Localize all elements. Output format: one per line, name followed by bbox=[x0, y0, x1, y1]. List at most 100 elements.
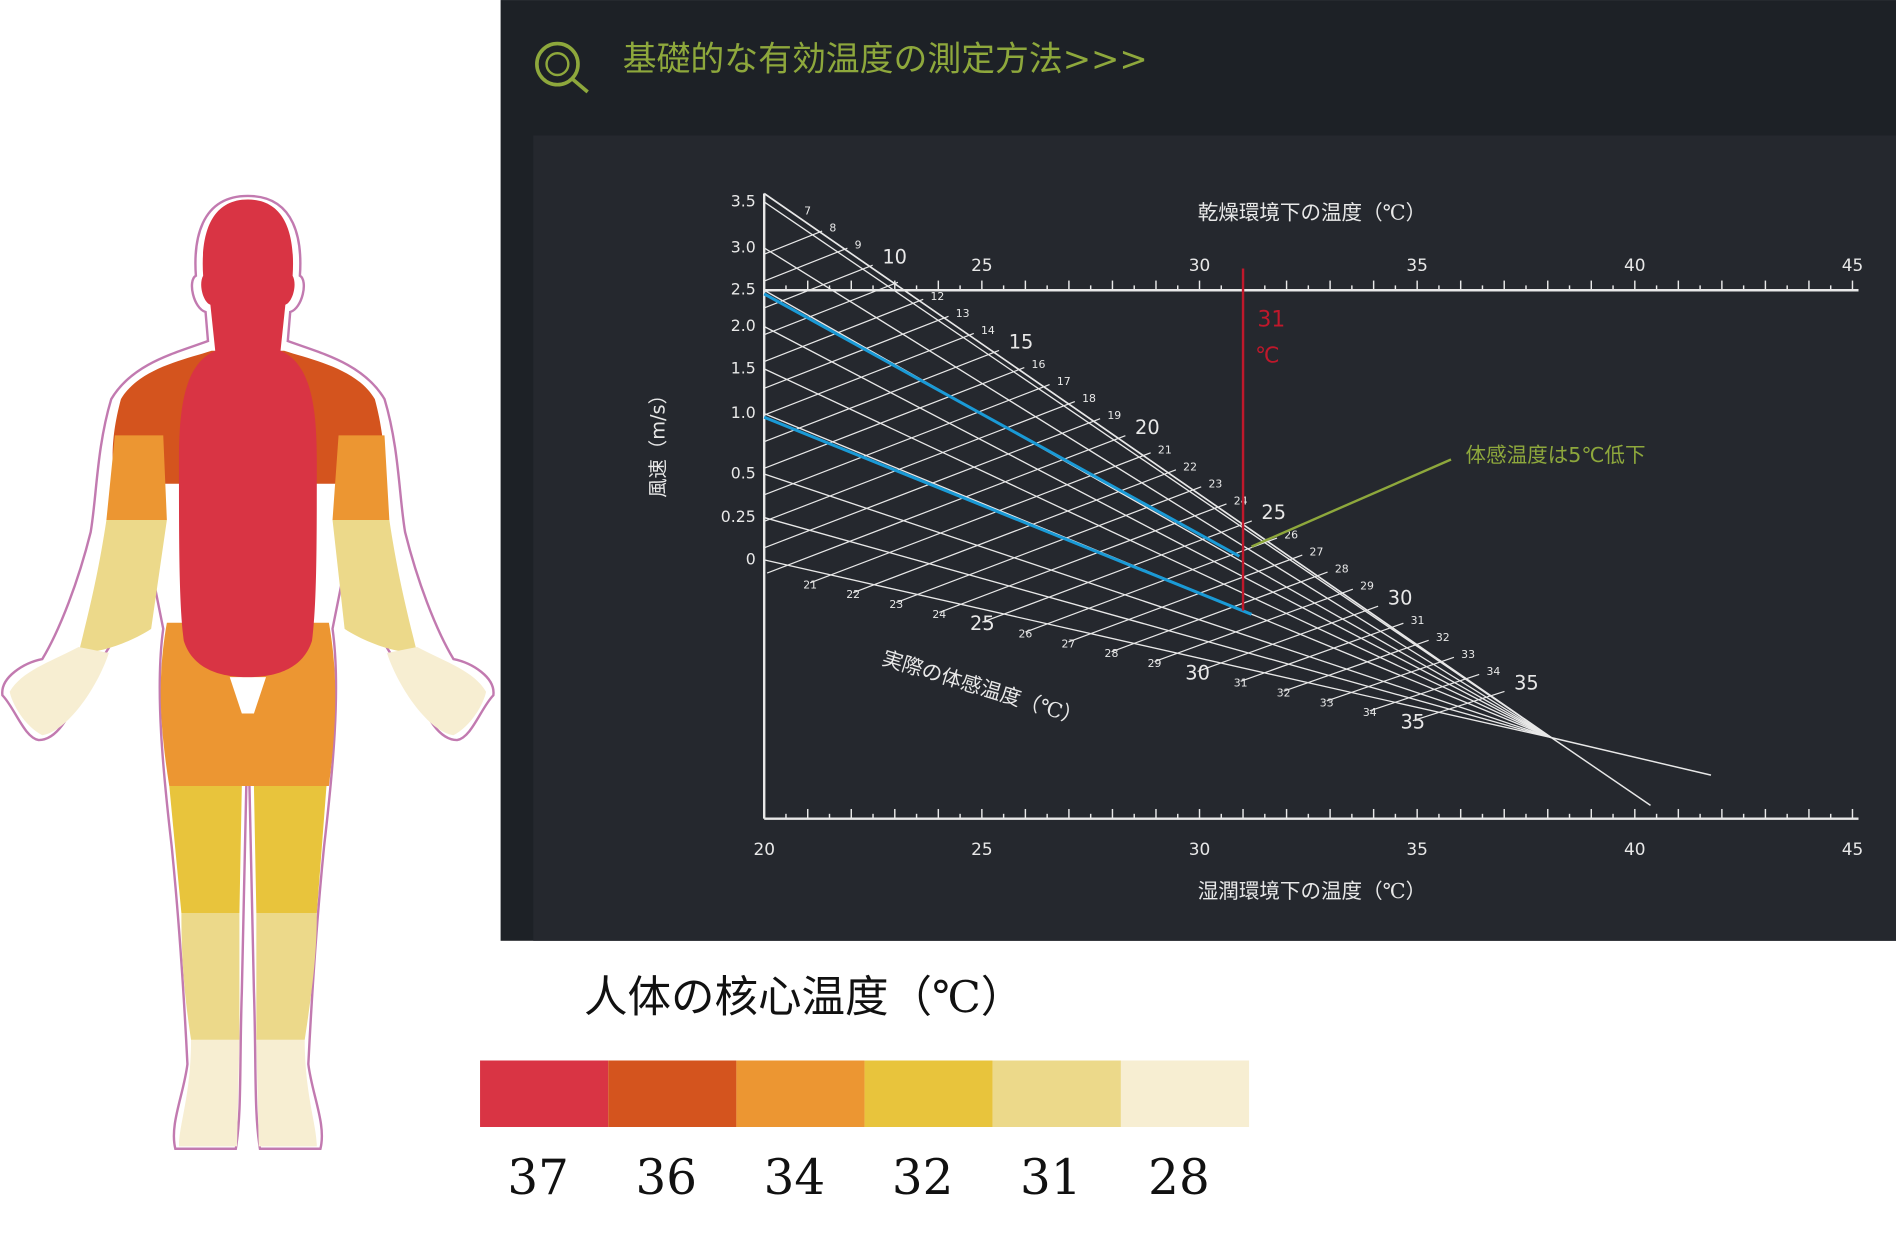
panel-title: 基礎的な有効温度の測定方法>>> bbox=[623, 40, 1148, 79]
legend-swatch bbox=[608, 1060, 737, 1127]
lower-scale-label: 31 bbox=[1234, 677, 1248, 690]
upper-scale-label: 15 bbox=[1009, 331, 1034, 354]
upper-scale-label: 17 bbox=[1057, 375, 1071, 388]
nomogram: 25 30 35 40 45 20 25 30 35 40 45 3.5 3.0 2.5 2.0 1.5 1.0… bbox=[647, 191, 1864, 902]
wind-tick-label: 0.5 bbox=[731, 464, 756, 483]
et-line bbox=[763, 383, 1050, 496]
legend: 37 36 34 32 31 28 bbox=[480, 1060, 1250, 1206]
bottom-tick-label: 20 bbox=[753, 839, 775, 859]
et-line bbox=[763, 332, 974, 416]
legend-swatch bbox=[1120, 1060, 1250, 1127]
wind-tick-label: 3.0 bbox=[731, 237, 756, 256]
chart-area bbox=[533, 135, 1896, 941]
et-line bbox=[1412, 690, 1505, 722]
upper-scale-label: 12 bbox=[930, 290, 944, 303]
legend-label: 31 bbox=[1020, 1150, 1082, 1206]
et-line bbox=[1154, 588, 1354, 663]
wind-tick-label: 3.5 bbox=[731, 191, 756, 210]
upper-scale-label: 20 bbox=[1135, 416, 1160, 439]
upper-scale-label: 21 bbox=[1158, 443, 1172, 456]
legend-label: 28 bbox=[1148, 1150, 1210, 1206]
et-line bbox=[763, 401, 1076, 522]
wind-line bbox=[764, 516, 1552, 739]
lower-scale-label: 28 bbox=[1105, 647, 1119, 660]
top-tick-label: 45 bbox=[1842, 255, 1864, 275]
et-line bbox=[1068, 554, 1303, 643]
upper-edge bbox=[763, 192, 1552, 739]
upper-scale-label: 14 bbox=[981, 324, 995, 337]
bottom-tick-label: 35 bbox=[1406, 839, 1428, 859]
lower-scale-label: 25 bbox=[970, 612, 995, 635]
lower-scale-label: 33 bbox=[1320, 696, 1334, 709]
wind-tick-label: 2.5 bbox=[731, 280, 756, 299]
bottom-tick-label: 40 bbox=[1624, 839, 1646, 859]
wind-tick-label: 1.5 bbox=[731, 358, 756, 377]
wind-line bbox=[763, 368, 1552, 739]
upper-scale-label: 34 bbox=[1486, 665, 1500, 678]
wind-tick-label: 1.0 bbox=[731, 403, 756, 422]
search-icon bbox=[535, 41, 589, 94]
legend-label: 32 bbox=[892, 1150, 954, 1206]
upper-scale-label: 16 bbox=[1032, 358, 1046, 371]
lower-scale-label: 30 bbox=[1185, 661, 1210, 684]
top-tick-label: 25 bbox=[971, 255, 993, 275]
upper-scale-label: 30 bbox=[1388, 586, 1413, 609]
et-line bbox=[1197, 605, 1379, 673]
callout-line bbox=[1251, 458, 1452, 548]
bottom-axis-label: 湿潤環境下の温度（℃） bbox=[1198, 879, 1426, 903]
upper-scale-label: 19 bbox=[1107, 409, 1121, 422]
lower-scale-label: 22 bbox=[846, 588, 860, 601]
lower-scale-label: 32 bbox=[1277, 687, 1291, 700]
wind-line bbox=[763, 201, 1552, 739]
lower-scale-label: 24 bbox=[932, 608, 946, 621]
et-line bbox=[766, 435, 1126, 574]
upper-scale-label: 10 bbox=[882, 245, 907, 268]
et-line bbox=[1283, 639, 1429, 692]
marker-value: 31 bbox=[1258, 307, 1286, 332]
bottom-tick-label: 45 bbox=[1842, 839, 1864, 859]
top-axis-label: 乾燥環境下の温度（℃） bbox=[1198, 201, 1426, 225]
upper-scale-label: 32 bbox=[1436, 631, 1450, 644]
wind-line bbox=[763, 247, 1552, 739]
legend-swatch bbox=[480, 1060, 609, 1127]
upper-scale-label: 35 bbox=[1514, 672, 1539, 695]
upper-scale-label: 25 bbox=[1261, 501, 1286, 524]
et-line bbox=[763, 349, 1000, 443]
upper-scale-label: 28 bbox=[1335, 563, 1349, 576]
upper-scale-label: 9 bbox=[855, 239, 862, 252]
legend-label: 37 bbox=[507, 1150, 569, 1206]
et-line bbox=[1111, 571, 1328, 653]
upper-scale-label: 27 bbox=[1310, 546, 1324, 559]
extension-line bbox=[1550, 737, 1651, 806]
et-line bbox=[763, 247, 848, 282]
top-tick-label: 40 bbox=[1624, 255, 1646, 275]
et-line bbox=[763, 315, 949, 389]
wind-line bbox=[764, 559, 1552, 739]
callout: 体感温度は5℃低下 bbox=[1466, 443, 1646, 467]
lower-scale-label: 34 bbox=[1363, 706, 1377, 719]
et-line bbox=[1369, 673, 1480, 712]
et-line bbox=[1240, 622, 1404, 682]
marker-unit: ℃ bbox=[1255, 344, 1279, 369]
top-tick-label: 35 bbox=[1406, 255, 1428, 275]
upper-scale-label: 24 bbox=[1234, 494, 1248, 507]
extension-line bbox=[1551, 736, 1712, 776]
et-line bbox=[763, 298, 924, 363]
upper-scale-label: 33 bbox=[1461, 648, 1475, 661]
legend-title: 人体の核心温度（℃） bbox=[584, 973, 1024, 1023]
upper-scale-label: 23 bbox=[1208, 477, 1222, 490]
upper-scale-label: 13 bbox=[956, 307, 970, 320]
legend-swatch bbox=[992, 1060, 1121, 1127]
wind-axis-label: 風速（m/s） bbox=[647, 385, 670, 498]
et-line bbox=[763, 281, 899, 336]
lower-scale-label: 26 bbox=[1018, 627, 1032, 640]
legend-label: 36 bbox=[635, 1150, 697, 1206]
et-line bbox=[763, 366, 1025, 469]
wind-tick-label: 0 bbox=[746, 549, 756, 568]
lower-scale-label: 35 bbox=[1401, 711, 1426, 734]
upper-scale-label: 29 bbox=[1360, 580, 1374, 593]
bottom-tick-label: 25 bbox=[971, 839, 993, 859]
lower-scale-label: 23 bbox=[889, 598, 903, 611]
